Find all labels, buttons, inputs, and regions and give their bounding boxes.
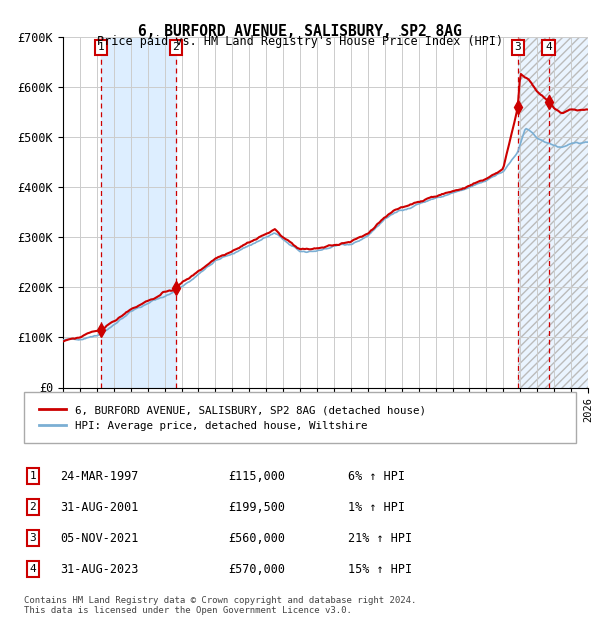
Legend: 6, BURFORD AVENUE, SALISBURY, SP2 8AG (detached house), HPI: Average price, deta: 6, BURFORD AVENUE, SALISBURY, SP2 8AG (d… [35,401,430,435]
Text: 2: 2 [29,502,37,512]
Text: £570,000: £570,000 [228,563,285,575]
Bar [518,37,588,387]
Text: 6, BURFORD AVENUE, SALISBURY, SP2 8AG: 6, BURFORD AVENUE, SALISBURY, SP2 8AG [138,24,462,38]
Text: 1% ↑ HPI: 1% ↑ HPI [348,501,405,513]
Bar [101,37,176,387]
Text: 1: 1 [29,471,37,481]
Text: 3: 3 [514,42,521,53]
Text: 31-AUG-2001: 31-AUG-2001 [60,501,139,513]
Text: Price paid vs. HM Land Registry's House Price Index (HPI): Price paid vs. HM Land Registry's House … [97,35,503,48]
Text: 4: 4 [29,564,37,574]
Text: Contains HM Land Registry data © Crown copyright and database right 2024.
This d: Contains HM Land Registry data © Crown c… [24,596,416,615]
Text: £560,000: £560,000 [228,532,285,544]
Text: £199,500: £199,500 [228,501,285,513]
Text: 15% ↑ HPI: 15% ↑ HPI [348,563,412,575]
FancyBboxPatch shape [24,392,576,443]
Bar [518,37,588,387]
Text: 6% ↑ HPI: 6% ↑ HPI [348,470,405,482]
Text: 4: 4 [545,42,552,53]
Text: 05-NOV-2021: 05-NOV-2021 [60,532,139,544]
Text: 21% ↑ HPI: 21% ↑ HPI [348,532,412,544]
Text: 3: 3 [29,533,37,543]
Text: 1: 1 [97,42,104,53]
Text: 2: 2 [173,42,179,53]
Text: 24-MAR-1997: 24-MAR-1997 [60,470,139,482]
Text: 31-AUG-2023: 31-AUG-2023 [60,563,139,575]
Text: £115,000: £115,000 [228,470,285,482]
